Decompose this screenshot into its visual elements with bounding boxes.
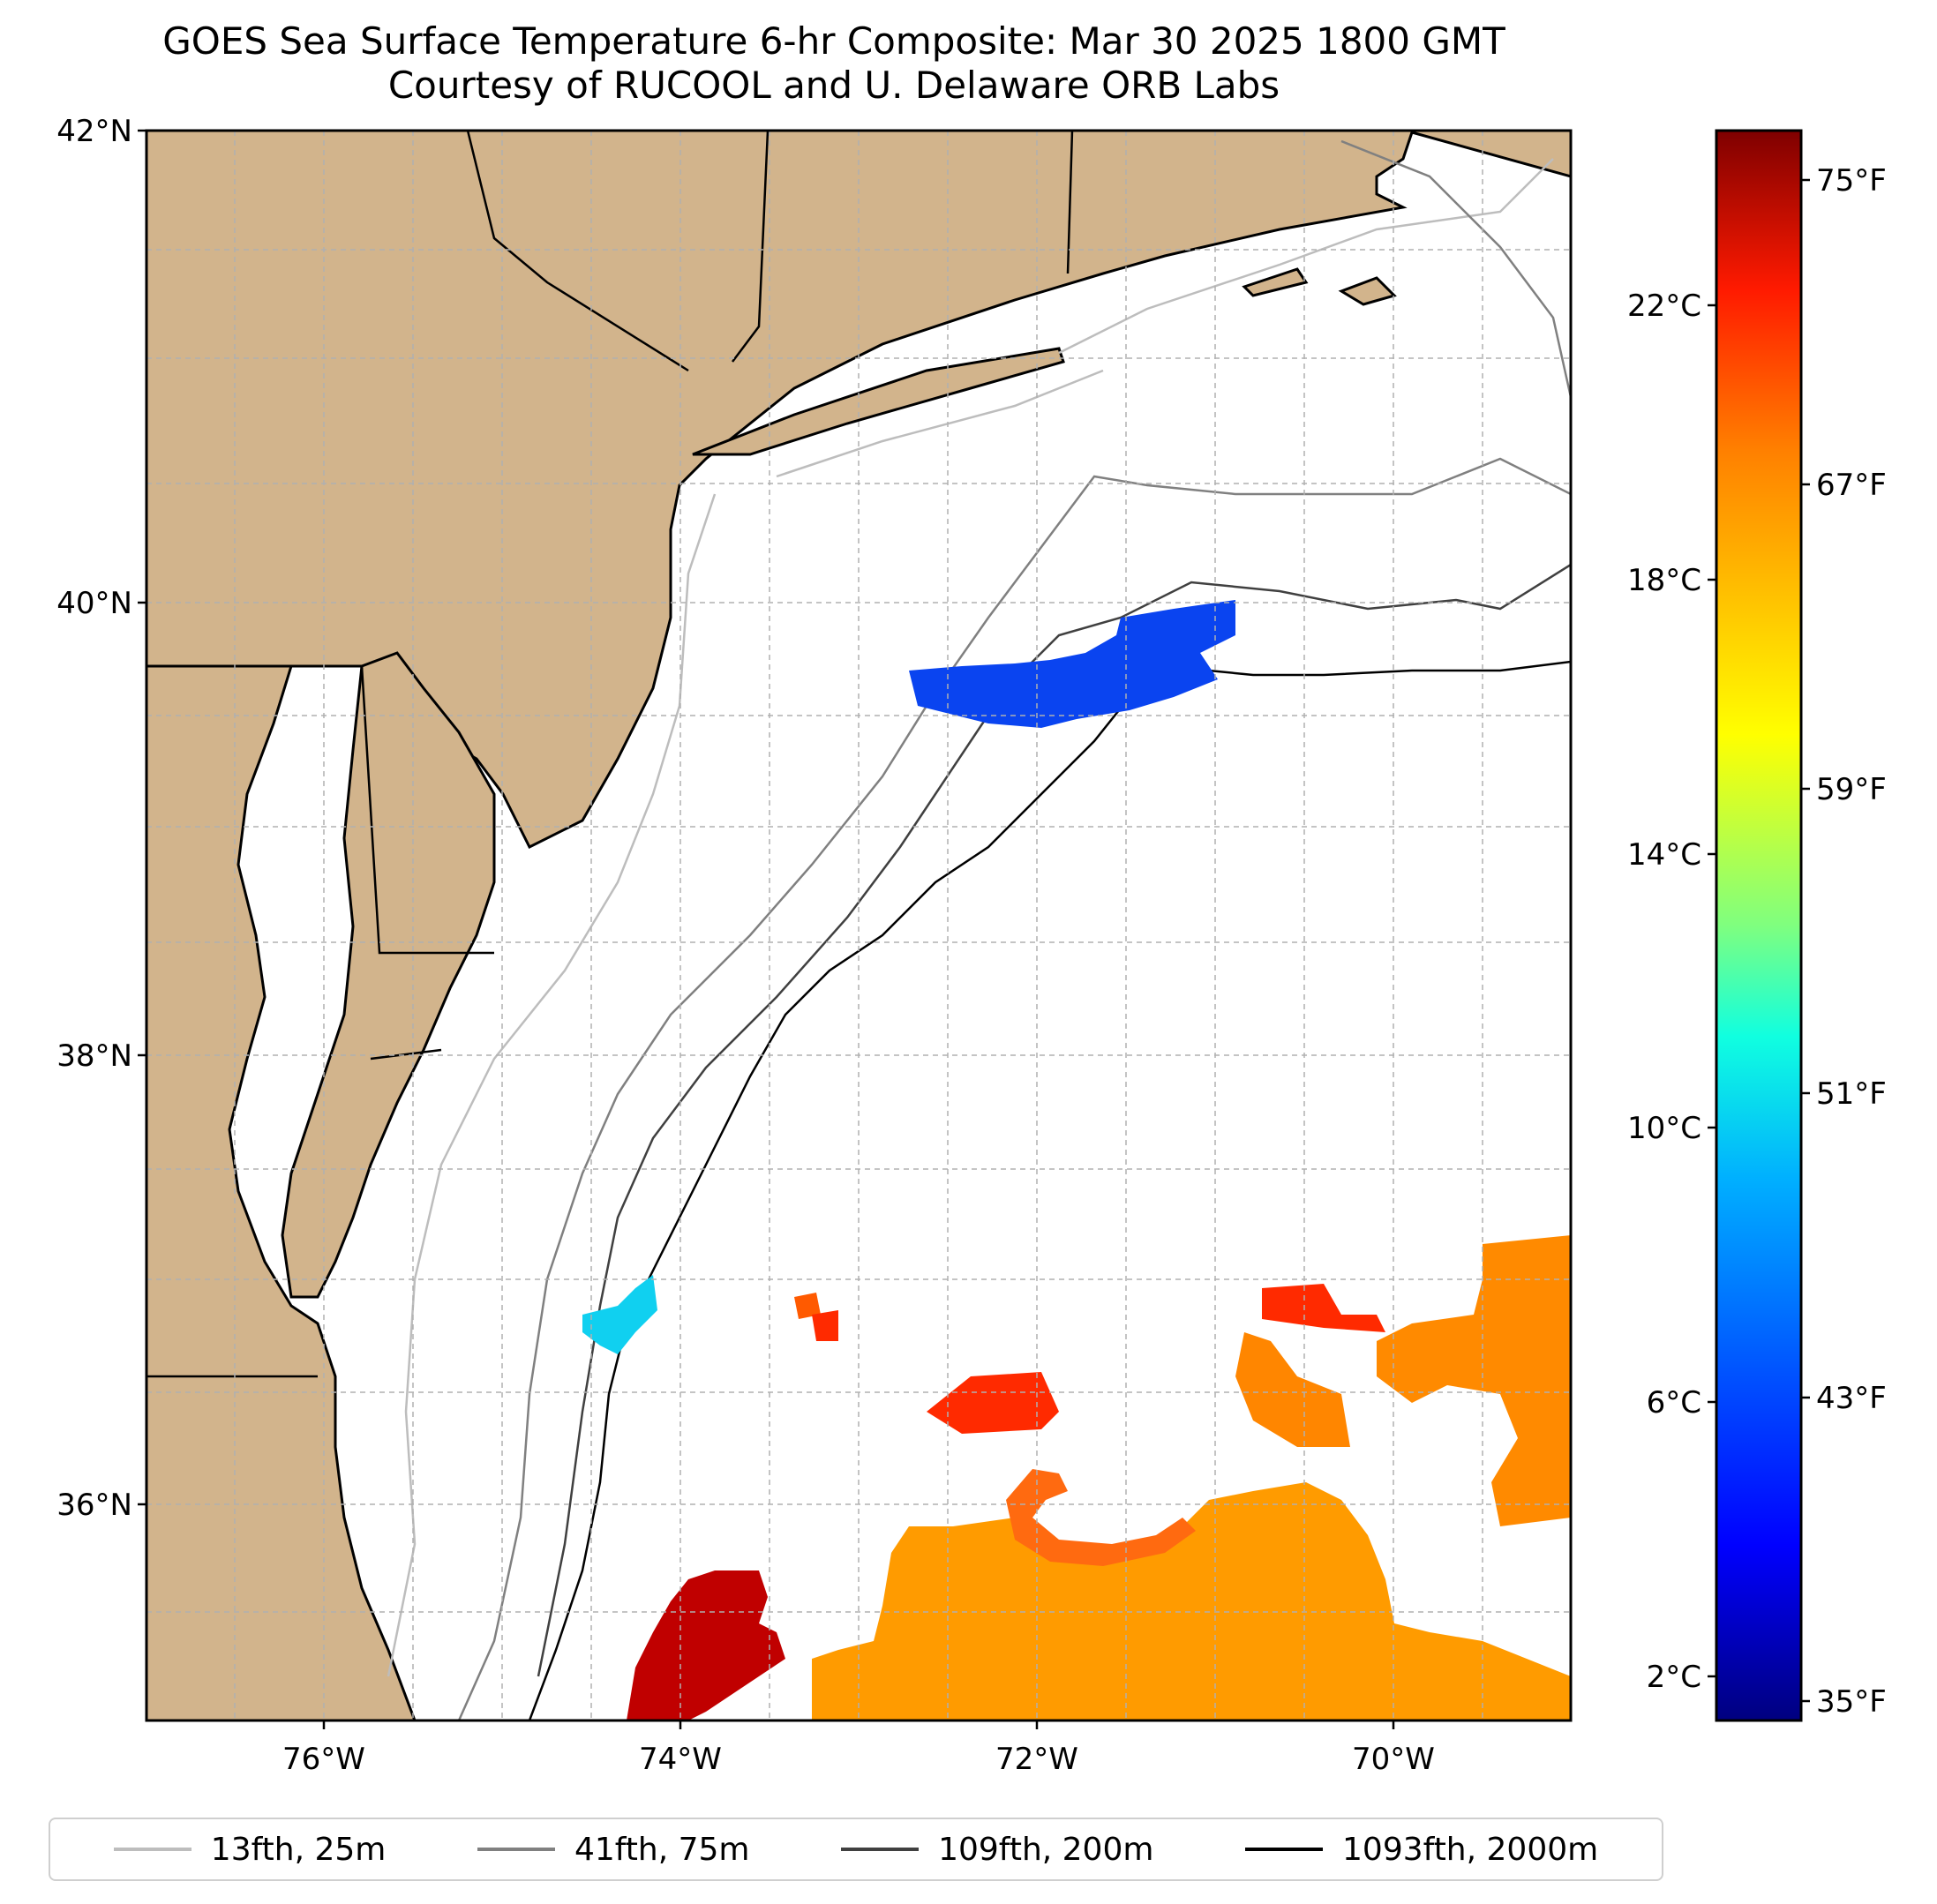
colorbar-f-label-35: 35°F [1816, 1684, 1887, 1720]
sst-patch-orange-curl [1006, 1469, 1196, 1566]
colorbar-c-label-18: 18°C [1627, 563, 1701, 598]
colorbar-f-label-59: 59°F [1816, 772, 1887, 807]
lat-label-42: 42°N [56, 114, 132, 149]
colorbar-f-label-43: 43°F [1816, 1381, 1887, 1416]
legend-swatch [113, 1848, 191, 1851]
legend-swatch [841, 1848, 920, 1851]
gridlines [146, 131, 1571, 1720]
depth-legend: 13fth, 25m 41fth, 75m 109fth, 200m 1093f… [49, 1818, 1663, 1881]
land-delmarva [281, 651, 496, 1299]
colorbar-c-label-6: 6°C [1647, 1385, 1701, 1421]
lon-label-72: 72°W [995, 1742, 1078, 1777]
sst-patch-orange-east [1377, 1235, 1571, 1526]
colorbar-gradient [1715, 129, 1803, 1722]
contour-200m [537, 563, 1571, 1677]
sst-patch-red-small-2 [812, 1310, 838, 1341]
title-line-2: Courtesy of RUCOOL and U. Delaware ORB L… [387, 64, 1280, 107]
lon-label-70: 70°W [1352, 1742, 1435, 1777]
sst-patch-cyan [582, 1275, 657, 1354]
legend-label: 13fth, 25m [210, 1831, 387, 1868]
colorbar-f-label-67: 67°F [1816, 468, 1887, 503]
axis-ticks [138, 129, 1395, 1729]
legend-swatch [477, 1848, 555, 1851]
lat-label-36: 36°N [56, 1488, 132, 1523]
colorbar: 22°C 18°C 14°C 10°C 6°C 2°C 75°F 67°F 59… [1627, 129, 1887, 1722]
state-borders [146, 131, 1074, 1378]
colorbar-c-label-22: 22°C [1627, 289, 1701, 324]
colorbar-f-label-75: 75°F [1816, 163, 1887, 199]
sst-patch-dark-red [627, 1570, 785, 1720]
sst-patch-red-mid [927, 1372, 1059, 1434]
land-vineyard [1242, 267, 1309, 297]
sst-patch-orange-northeast [1235, 1332, 1350, 1447]
contour-2000m [528, 660, 1571, 1720]
sst-patches [582, 600, 1571, 1720]
sst-patch-orange-main [812, 1482, 1571, 1720]
map-frame [145, 129, 1573, 1722]
legend-item-200m: 109fth, 200m [841, 1832, 1153, 1868]
land-nantucket [1338, 276, 1397, 306]
land-virginia [146, 664, 417, 1720]
colorbar-f-label-51: 51°F [1816, 1076, 1887, 1112]
legend-item-75m: 41fth, 75m [477, 1831, 750, 1868]
land-long-island [692, 347, 1065, 456]
legend-label: 41fth, 75m [574, 1831, 750, 1868]
colorbar-c-label-10: 10°C [1627, 1111, 1701, 1146]
lon-label-74: 74°W [639, 1742, 722, 1777]
title-line-1: GOES Sea Surface Temperature 6-hr Compos… [162, 19, 1505, 63]
legend-swatch [1245, 1848, 1324, 1851]
map-panel [146, 131, 1571, 1720]
lon-label-76: 76°W [282, 1742, 365, 1777]
sst-patch-red-small-1 [794, 1293, 821, 1319]
lat-label-38: 38°N [56, 1038, 132, 1074]
colorbar-c-label-2: 2°C [1647, 1660, 1701, 1695]
contour-75m [457, 139, 1571, 1720]
colorbar-c-label-14: 14°C [1627, 837, 1701, 873]
legend-label: 1093fth, 2000m [1342, 1831, 1599, 1868]
legend-label: 109fth, 200m [938, 1831, 1154, 1868]
longitude-labels: 76°W 74°W 72°W 70°W [282, 1742, 1435, 1777]
legend-item-2000m: 1093fth, 2000m [1245, 1832, 1598, 1868]
map-title: GOES Sea Surface Temperature 6-hr Compos… [0, 19, 1668, 108]
lat-label-40: 40°N [56, 586, 132, 621]
sst-patch-cold-north [909, 600, 1235, 728]
latitude-labels: 42°N 40°N 38°N 36°N [56, 114, 132, 1523]
legend-item-25m: 13fth, 25m [113, 1831, 387, 1868]
sst-patch-red-northeast [1262, 1284, 1385, 1332]
